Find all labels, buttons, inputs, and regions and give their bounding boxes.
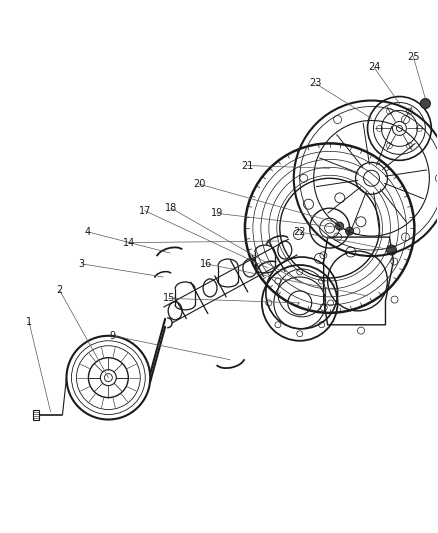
Circle shape — [386, 245, 396, 255]
Text: 4: 4 — [85, 227, 91, 237]
Circle shape — [336, 222, 343, 230]
Text: 1: 1 — [26, 317, 32, 327]
Text: 25: 25 — [407, 52, 420, 62]
Text: 2: 2 — [57, 285, 63, 295]
Circle shape — [420, 99, 430, 109]
Text: 23: 23 — [309, 78, 321, 88]
Text: 9: 9 — [109, 330, 115, 341]
Text: 24: 24 — [368, 62, 380, 72]
Bar — [32, 409, 39, 419]
Text: 22: 22 — [293, 227, 306, 237]
Circle shape — [346, 227, 353, 235]
Text: 16: 16 — [200, 259, 212, 269]
Text: 17: 17 — [138, 206, 151, 216]
Text: 3: 3 — [78, 259, 85, 269]
Text: 15: 15 — [162, 293, 175, 303]
Text: 19: 19 — [211, 208, 223, 219]
Text: 18: 18 — [165, 203, 177, 213]
Text: 14: 14 — [124, 238, 136, 248]
Text: 20: 20 — [193, 179, 205, 189]
Text: 21: 21 — [241, 160, 254, 171]
